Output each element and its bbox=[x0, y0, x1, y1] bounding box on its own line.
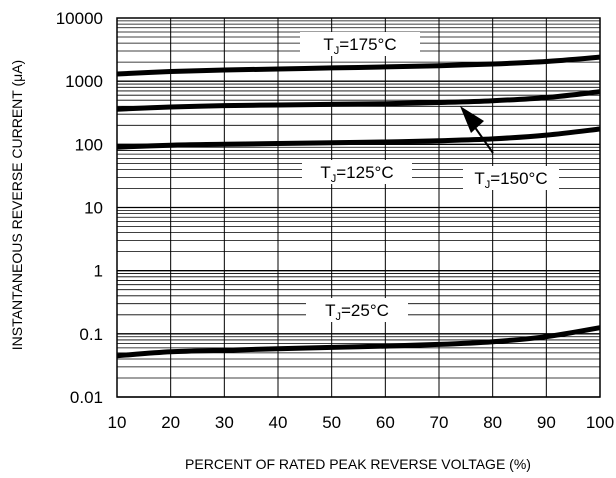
label-background bbox=[302, 160, 412, 184]
label-suffix: =150°C bbox=[490, 169, 547, 188]
x-tick-label: 10 bbox=[108, 413, 127, 432]
label-suffix: =175°C bbox=[339, 35, 396, 54]
series-label: TJ=175°C bbox=[323, 35, 396, 57]
curves bbox=[116, 54, 601, 359]
x-tick-label: 80 bbox=[483, 413, 502, 432]
series-line-0 bbox=[116, 54, 601, 77]
series-line-2 bbox=[116, 126, 601, 150]
x-tick-label: 20 bbox=[161, 413, 180, 432]
y-axis-title: INSTANTANEOUS REVERSE CURRENT (μA) bbox=[9, 60, 25, 350]
label-subscript: J bbox=[335, 311, 341, 323]
label-suffix: =125°C bbox=[336, 163, 393, 182]
label-background bbox=[300, 32, 420, 56]
y-tick-label: 0.01 bbox=[70, 388, 103, 407]
series-line-1 bbox=[116, 89, 601, 112]
x-tick-label: 70 bbox=[430, 413, 449, 432]
x-axis-title: PERCENT OF RATED PEAK REVERSE VOLTAGE (%… bbox=[185, 456, 531, 472]
y-tick-label: 10 bbox=[84, 199, 103, 218]
series-label: TJ=150°C bbox=[474, 169, 547, 191]
label-background bbox=[306, 298, 408, 322]
y-tick-labels: 0.01 0.1 1 10 100 1000 10000 bbox=[56, 9, 103, 407]
y-tick-label: 1000 bbox=[65, 72, 103, 91]
plot-frame bbox=[116, 17, 601, 398]
series-label: TJ=25°C bbox=[325, 301, 389, 323]
series-label: TJ=125°C bbox=[320, 163, 393, 185]
y-tick-label: 0.1 bbox=[79, 325, 103, 344]
x-tick-label: 40 bbox=[269, 413, 288, 432]
series-labels: TJ=175°CTJ=150°CTJ=125°CTJ=25°C bbox=[300, 32, 559, 323]
x-tick-label: 60 bbox=[376, 413, 395, 432]
label-prefix: T bbox=[325, 301, 335, 320]
label-background bbox=[463, 166, 559, 190]
y-tick-label: 100 bbox=[75, 135, 103, 154]
label-suffix: =25°C bbox=[341, 301, 389, 320]
y-tick-label: 1 bbox=[94, 262, 103, 281]
x-tick-label: 30 bbox=[215, 413, 234, 432]
label-subscript: J bbox=[334, 45, 340, 57]
arrow bbox=[460, 106, 494, 154]
x-tick-labels: 10 20 30 40 50 60 70 80 90 100 bbox=[108, 413, 615, 432]
x-tick-label: 50 bbox=[322, 413, 341, 432]
x-tick-label: 90 bbox=[537, 413, 556, 432]
label-prefix: T bbox=[320, 163, 330, 182]
label-prefix: T bbox=[474, 169, 484, 188]
y-tick-label: 10000 bbox=[56, 9, 103, 28]
label-prefix: T bbox=[323, 35, 333, 54]
x-tick-label: 100 bbox=[586, 413, 614, 432]
arrow-head bbox=[460, 106, 484, 133]
series-line-3 bbox=[116, 325, 601, 359]
label-subscript: J bbox=[485, 179, 491, 191]
arrow-shaft bbox=[473, 125, 494, 154]
label-subscript: J bbox=[331, 173, 337, 185]
